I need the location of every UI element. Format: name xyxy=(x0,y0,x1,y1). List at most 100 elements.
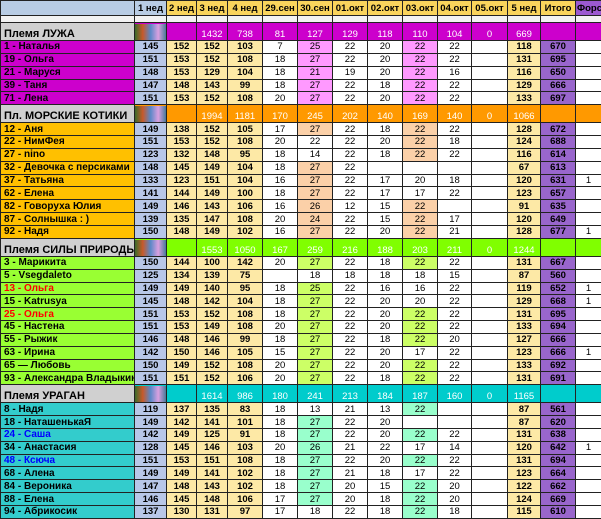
player-name[interactable]: 15 - Katrusya xyxy=(1,295,135,308)
column-header[interactable]: 01.окт xyxy=(333,1,368,16)
group-total-cell[interactable] xyxy=(135,385,167,403)
score-cell[interactable]: 125 xyxy=(197,428,228,441)
score-cell[interactable]: 144 xyxy=(167,187,197,200)
column-header[interactable]: 04.окт xyxy=(438,1,472,16)
score-cell[interactable]: 22 xyxy=(333,187,368,200)
score-cell[interactable]: 101 xyxy=(228,416,263,429)
score-cell[interactable]: 142 xyxy=(135,428,167,441)
group-total-cell[interactable]: 187 xyxy=(403,385,438,403)
score-cell[interactable]: 16 xyxy=(438,66,472,79)
score-cell[interactable]: 22 xyxy=(438,308,472,321)
score-cell[interactable] xyxy=(472,506,508,519)
score-cell[interactable]: 27 xyxy=(298,295,333,308)
score-cell[interactable]: 667 xyxy=(541,256,576,269)
player-name[interactable]: 92 - Надя xyxy=(1,225,135,238)
group-total-cell[interactable]: 1244 xyxy=(508,238,541,256)
score-cell[interactable] xyxy=(576,123,601,136)
group-total-cell[interactable]: 81 xyxy=(263,23,298,41)
score-cell[interactable]: 152 xyxy=(197,359,228,372)
player-name[interactable]: 94 - Абрикосик xyxy=(1,506,135,519)
score-cell[interactable]: 18 xyxy=(263,282,298,295)
score-cell[interactable]: 115 xyxy=(508,506,541,519)
header-corner-cell[interactable] xyxy=(1,1,135,16)
score-cell[interactable]: 18 xyxy=(438,136,472,149)
score-cell[interactable]: 150 xyxy=(135,359,167,372)
score-cell[interactable]: 20 xyxy=(333,480,368,493)
score-cell[interactable]: 148 xyxy=(167,79,197,92)
score-cell[interactable]: 87 xyxy=(508,416,541,429)
score-cell[interactable]: 75 xyxy=(228,269,263,282)
score-cell[interactable]: 12 xyxy=(333,200,368,213)
score-cell[interactable]: 152 xyxy=(197,92,228,105)
score-cell[interactable]: 22 xyxy=(438,123,472,136)
player-name[interactable]: 45 - Настена xyxy=(1,321,135,334)
score-cell[interactable]: 24 xyxy=(298,213,333,226)
score-cell[interactable]: 7 xyxy=(263,41,298,54)
score-cell[interactable]: 149 xyxy=(135,467,167,480)
score-cell[interactable]: 669 xyxy=(541,493,576,506)
player-name[interactable]: 87 - Солнышка : ) xyxy=(1,213,135,226)
score-cell[interactable]: 20 xyxy=(438,493,472,506)
score-cell[interactable]: 67 xyxy=(508,161,541,174)
group-total-cell[interactable]: 110 xyxy=(403,23,438,41)
score-cell[interactable]: 652 xyxy=(541,282,576,295)
score-cell[interactable]: 87 xyxy=(508,269,541,282)
score-cell[interactable]: 27 xyxy=(298,480,333,493)
score-cell[interactable]: 149 xyxy=(197,225,228,238)
empty-cell[interactable] xyxy=(135,16,167,23)
score-cell[interactable]: 151 xyxy=(135,372,167,385)
player-name[interactable]: 25 - Ольга xyxy=(1,308,135,321)
score-cell[interactable]: 25 xyxy=(298,282,333,295)
group-total-cell[interactable]: 184 xyxy=(368,385,403,403)
player-name[interactable]: 5 - Vsegdaleto xyxy=(1,269,135,282)
player-name[interactable]: 21 - Маруся xyxy=(1,66,135,79)
score-cell[interactable]: 135 xyxy=(197,403,228,416)
score-cell[interactable]: 151 xyxy=(167,372,197,385)
score-cell[interactable]: 1 xyxy=(576,295,601,308)
score-cell[interactable] xyxy=(472,282,508,295)
group-total-cell[interactable]: 1553 xyxy=(197,238,228,256)
score-cell[interactable]: 18 xyxy=(263,403,298,416)
score-cell[interactable]: 18 xyxy=(368,372,403,385)
score-cell[interactable]: 128 xyxy=(508,123,541,136)
score-cell[interactable]: 18 xyxy=(263,467,298,480)
group-total-cell[interactable]: 1614 xyxy=(197,385,228,403)
score-cell[interactable]: 102 xyxy=(228,225,263,238)
group-total-cell[interactable] xyxy=(541,238,576,256)
empty-cell[interactable] xyxy=(333,16,368,23)
score-cell[interactable]: 22 xyxy=(403,66,438,79)
score-cell[interactable]: 122 xyxy=(508,480,541,493)
score-cell[interactable]: 103 xyxy=(228,41,263,54)
score-cell[interactable]: 22 xyxy=(333,256,368,269)
score-cell[interactable] xyxy=(403,161,438,174)
score-cell[interactable]: 695 xyxy=(541,53,576,66)
score-cell[interactable]: 20 xyxy=(368,321,403,334)
score-cell[interactable]: 22 xyxy=(403,213,438,226)
score-cell[interactable]: 129 xyxy=(508,295,541,308)
score-cell[interactable]: 27 xyxy=(298,428,333,441)
group-total-cell[interactable] xyxy=(167,238,197,256)
score-cell[interactable]: 22 xyxy=(333,359,368,372)
score-cell[interactable]: 666 xyxy=(541,79,576,92)
score-cell[interactable] xyxy=(576,148,601,161)
score-cell[interactable]: 691 xyxy=(541,372,576,385)
score-cell[interactable]: 18 xyxy=(298,269,333,282)
score-cell[interactable]: 151 xyxy=(135,136,167,149)
score-cell[interactable]: 22 xyxy=(333,41,368,54)
score-cell[interactable] xyxy=(472,79,508,92)
score-cell[interactable] xyxy=(576,480,601,493)
score-cell[interactable]: 106 xyxy=(228,493,263,506)
score-cell[interactable]: 613 xyxy=(541,161,576,174)
score-cell[interactable]: 22 xyxy=(438,256,472,269)
column-header[interactable]: Итого xyxy=(541,1,576,16)
score-cell[interactable]: 20 xyxy=(263,256,298,269)
player-name[interactable]: 18 - НаташенькаЯ xyxy=(1,416,135,429)
group-total-cell[interactable]: 1181 xyxy=(228,105,263,123)
score-cell[interactable] xyxy=(263,269,298,282)
score-cell[interactable] xyxy=(576,79,601,92)
score-cell[interactable]: 120 xyxy=(508,174,541,187)
score-cell[interactable]: 104 xyxy=(228,174,263,187)
score-cell[interactable]: 22 xyxy=(438,53,472,66)
score-cell[interactable] xyxy=(472,454,508,467)
score-cell[interactable]: 108 xyxy=(228,321,263,334)
